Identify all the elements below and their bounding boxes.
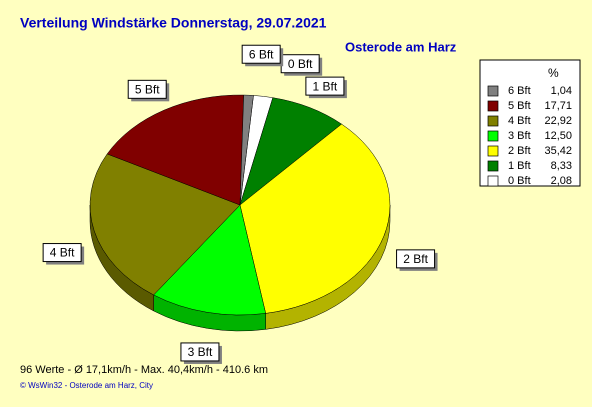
- legend-label: 6 Bft: [508, 85, 531, 97]
- legend-swatch: [487, 100, 499, 112]
- label-box: [127, 79, 167, 99]
- legend-swatch: [487, 175, 499, 187]
- legend-value: 1,04: [551, 85, 572, 97]
- slice-label: 3 Bft: [188, 345, 213, 359]
- label-box: [241, 44, 281, 64]
- slice: [153, 204, 266, 316]
- label-box: [42, 243, 82, 263]
- label-box: [305, 76, 345, 96]
- legend-label: 2 Bft: [508, 145, 531, 157]
- slice: [106, 94, 244, 206]
- slice-label: 2 Bft: [403, 252, 428, 266]
- legend-value: 35,42: [544, 145, 572, 157]
- slice: [239, 123, 391, 314]
- slice-label: 5 Bft: [135, 83, 160, 97]
- legend-value: 2,08: [551, 175, 572, 187]
- chart-title: Verteilung Windstärke Donnerstag, 29.07.…: [20, 15, 327, 31]
- legend-swatch: [487, 160, 499, 172]
- legend-value: 17,71: [544, 100, 572, 112]
- slice-label: 4 Bft: [50, 246, 75, 260]
- slice: [89, 153, 241, 296]
- chart-subtitle: Osterode am Harz: [345, 39, 457, 54]
- label-box: [180, 342, 220, 362]
- legend-swatch: [487, 145, 499, 157]
- copyright: © WsWin32 - Osterode am Harz, City: [20, 381, 153, 390]
- slice-label: 1 Bft: [313, 79, 338, 93]
- legend-label: 0 Bft: [508, 175, 531, 187]
- legend-label: 5 Bft: [508, 100, 531, 112]
- legend-value: 22,92: [544, 115, 572, 127]
- legend-value: 12,50: [544, 130, 572, 142]
- legend-header: %: [548, 66, 559, 80]
- slice-label: 0 Bft: [288, 57, 313, 71]
- legend-label: 4 Bft: [508, 115, 531, 127]
- footer: 96 Werte - Ø 17,1km/h - Max. 40,4km/h - …: [20, 364, 268, 376]
- legend-swatch: [487, 115, 499, 127]
- slice: [239, 94, 254, 206]
- legend-label: 3 Bft: [508, 130, 531, 142]
- legend-swatch: [487, 85, 499, 97]
- label-box: [396, 249, 436, 269]
- legend-label: 1 Bft: [508, 160, 531, 172]
- legend-swatch: [487, 130, 499, 142]
- legend-value: 8,33: [551, 160, 572, 172]
- slice-label: 6 Bft: [249, 47, 274, 61]
